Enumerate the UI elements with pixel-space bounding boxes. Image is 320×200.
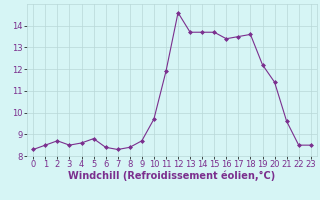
X-axis label: Windchill (Refroidissement éolien,°C): Windchill (Refroidissement éolien,°C): [68, 171, 276, 181]
